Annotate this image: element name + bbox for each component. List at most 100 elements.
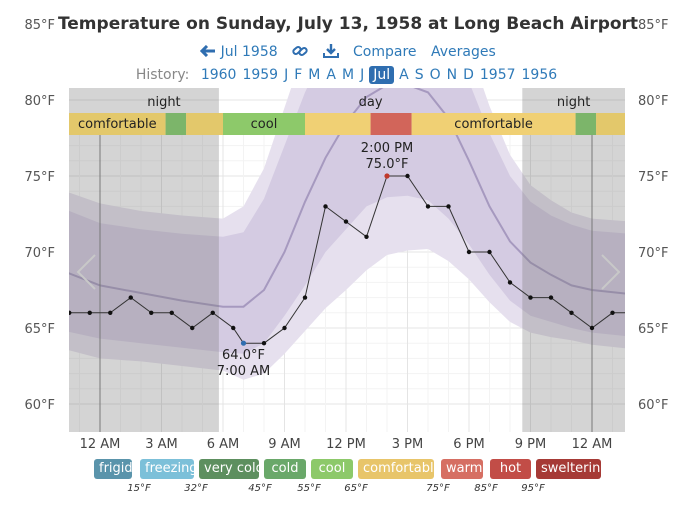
x-tick-label: 9 PM bbox=[515, 437, 546, 452]
previous-month-link[interactable]: Jul 1958 bbox=[200, 44, 278, 60]
temperature-point bbox=[446, 204, 451, 209]
averages-link[interactable]: Averages bbox=[430, 44, 496, 60]
min-temp-marker bbox=[240, 340, 247, 346]
history-item-7[interactable]: J bbox=[360, 67, 365, 83]
night-label: night bbox=[557, 95, 590, 110]
history-item-0[interactable]: 1960 bbox=[200, 67, 237, 83]
legend-item-freezing: freezing bbox=[140, 459, 198, 479]
temperature-point bbox=[548, 295, 554, 300]
legend-threshold: 15°F bbox=[127, 483, 151, 494]
legend-threshold: 55°F bbox=[297, 483, 321, 494]
comfort-segment bbox=[223, 113, 305, 135]
y-tick-label-left: 85°F bbox=[24, 18, 55, 33]
max-time-label: 2:00 PM bbox=[361, 141, 413, 156]
comfort-segment bbox=[575, 113, 597, 135]
x-tick-label: 6 AM bbox=[207, 437, 240, 452]
temperature-point bbox=[589, 325, 595, 331]
temperature-point bbox=[231, 325, 236, 331]
temperature-point bbox=[569, 310, 574, 315]
night-shade bbox=[522, 88, 625, 432]
temperature-point bbox=[302, 295, 308, 300]
temperature-point bbox=[149, 310, 154, 315]
night-label: night bbox=[147, 95, 180, 110]
comfort-segment bbox=[370, 113, 412, 135]
history-item-4[interactable]: M bbox=[308, 67, 321, 83]
link-icon[interactable] bbox=[292, 44, 308, 60]
temperature-point bbox=[364, 234, 369, 239]
comfort-label: cool bbox=[251, 117, 278, 132]
legend-threshold: 85°F bbox=[474, 483, 498, 494]
comfort-segment bbox=[596, 113, 625, 135]
temperature-point bbox=[487, 249, 492, 255]
history-item-10[interactable]: S bbox=[414, 67, 424, 83]
history-item-1[interactable]: 1959 bbox=[242, 67, 279, 83]
history-item-2[interactable]: J bbox=[284, 67, 289, 83]
temperature-point bbox=[87, 310, 92, 315]
y-tick-label-right: 60°F bbox=[638, 398, 669, 413]
x-tick-label: 6 PM bbox=[453, 437, 484, 452]
history-row: History: 1960 1959 J F M A M J Jul A S O N D 1957 1956 bbox=[0, 66, 696, 84]
max-temp-marker bbox=[384, 173, 390, 179]
y-tick-label-right: 80°F bbox=[638, 94, 669, 109]
chevron-right-icon[interactable] bbox=[601, 254, 621, 290]
legend-item-very-cold: very cold bbox=[199, 459, 264, 479]
temperature-point bbox=[507, 280, 513, 285]
comfort-label: comfortable bbox=[454, 117, 533, 132]
temperature-legend: frigid freezing very cold cold cool comfortab… bbox=[0, 459, 696, 499]
legend-threshold: 95°F bbox=[521, 483, 545, 494]
temperature-point bbox=[282, 325, 287, 331]
legend-threshold: 32°F bbox=[184, 483, 208, 494]
legend-item-sweltering: sweltering bbox=[536, 459, 609, 479]
y-tick-label-left: 75°F bbox=[24, 170, 55, 185]
temperature-series bbox=[69, 173, 635, 346]
legend-item-cold: cold bbox=[264, 459, 306, 479]
comfort-segment bbox=[305, 113, 371, 135]
history-item-8[interactable]: Jul bbox=[369, 66, 395, 84]
compare-link[interactable]: Compare bbox=[353, 44, 417, 60]
history-item-5[interactable]: A bbox=[326, 67, 336, 83]
legend-item-cool: cool bbox=[311, 459, 353, 479]
y-tick-label-right: 70°F bbox=[638, 246, 669, 261]
history-item-12[interactable]: N bbox=[446, 67, 458, 83]
y-tick-label-left: 80°F bbox=[24, 94, 55, 109]
history-item-11[interactable]: O bbox=[429, 67, 441, 83]
legend-threshold: 45°F bbox=[248, 483, 272, 494]
y-tick-label-left: 70°F bbox=[24, 246, 55, 261]
x-tick-label: 12 AM bbox=[572, 437, 613, 452]
arrow-left-icon bbox=[200, 44, 216, 58]
temperature-point bbox=[528, 295, 533, 300]
temperature-point bbox=[323, 204, 328, 209]
legend-threshold: 65°F bbox=[344, 483, 368, 494]
legend-threshold: 75°F bbox=[426, 483, 450, 494]
temperature-point bbox=[210, 310, 215, 315]
download-icon[interactable] bbox=[322, 43, 339, 60]
comfort-segment bbox=[186, 113, 223, 135]
y-tick-label-right: 85°F bbox=[638, 18, 669, 33]
night-shade bbox=[69, 88, 219, 432]
chevron-left-icon[interactable] bbox=[76, 254, 96, 290]
y-tick-label-left: 60°F bbox=[24, 398, 55, 413]
comfort-label: comfortable bbox=[78, 117, 157, 132]
previous-month-label: Jul 1958 bbox=[220, 44, 278, 60]
temperature-point bbox=[631, 311, 635, 315]
x-tick-label: 3 AM bbox=[145, 437, 178, 452]
history-item-13[interactable]: D bbox=[463, 67, 474, 83]
x-tick-label: 12 PM bbox=[326, 437, 366, 452]
temperature-point bbox=[405, 173, 410, 179]
temperature-point bbox=[425, 204, 431, 209]
temperature-point bbox=[69, 310, 72, 315]
legend-item-frigid: frigid bbox=[94, 459, 133, 479]
history-item-6[interactable]: M bbox=[341, 67, 355, 83]
history-item-9[interactable]: A bbox=[399, 67, 409, 83]
temperature-point bbox=[466, 249, 472, 255]
min-temp-label: 64.0°F bbox=[222, 348, 265, 363]
history-item-3[interactable]: F bbox=[294, 67, 303, 83]
history-item-15[interactable]: 1956 bbox=[521, 67, 558, 83]
y-tick-label-right: 75°F bbox=[638, 170, 669, 185]
x-tick-label: 9 AM bbox=[268, 437, 301, 452]
comfort-bar bbox=[69, 113, 625, 135]
history-item-14[interactable]: 1957 bbox=[479, 67, 516, 83]
temperature-point bbox=[261, 341, 267, 346]
history-label: History: bbox=[135, 67, 190, 83]
temperature-point bbox=[343, 219, 349, 224]
